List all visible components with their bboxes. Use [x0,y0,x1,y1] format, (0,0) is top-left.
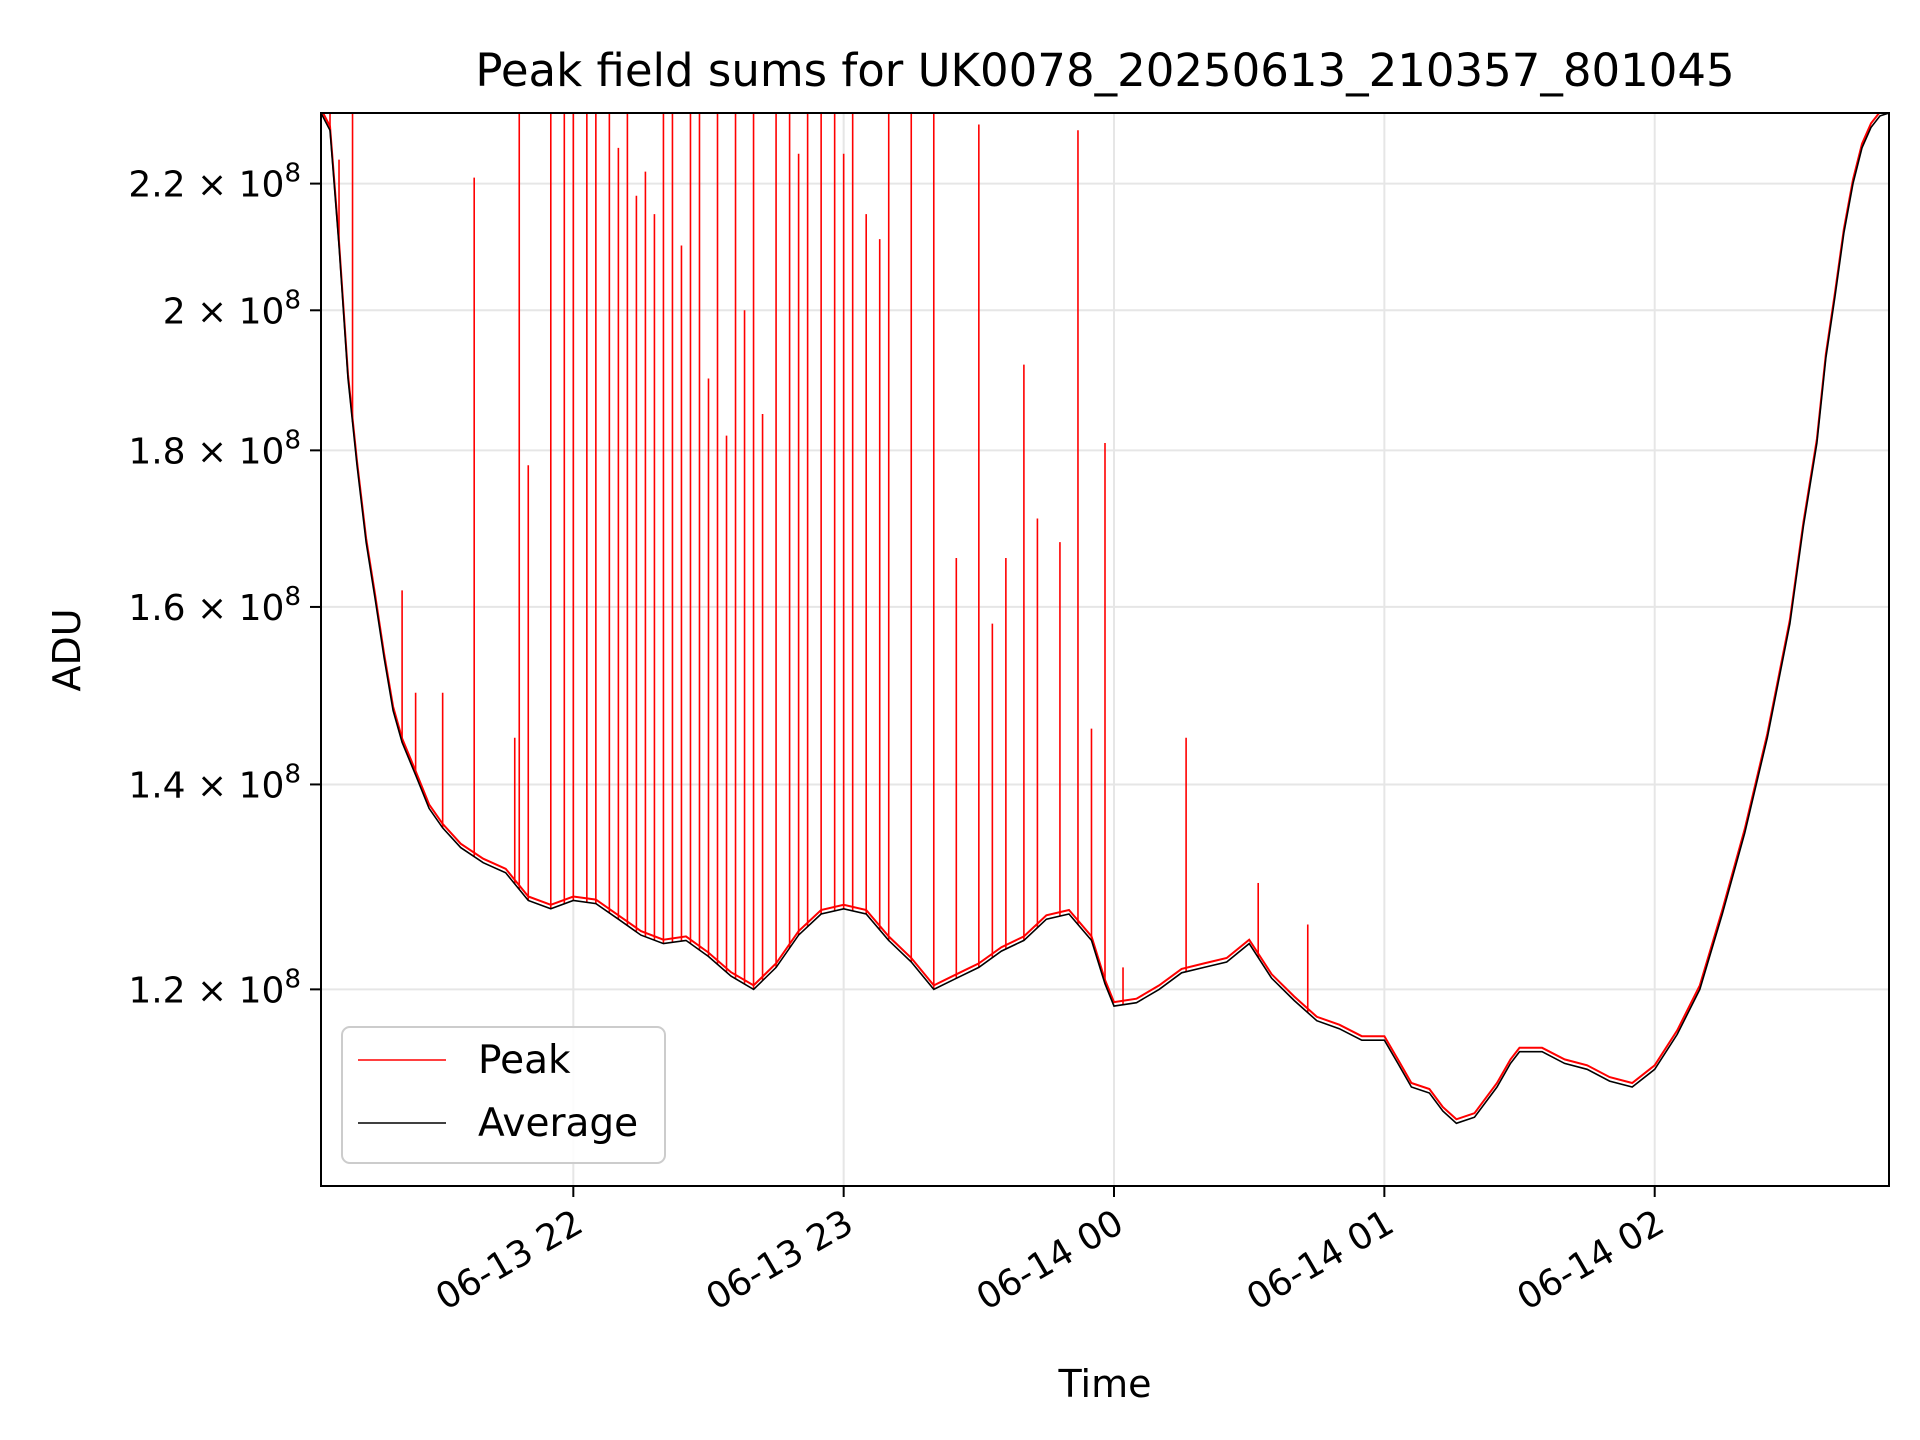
legend: Peak Average [341,1026,666,1164]
chart-title: Peak field sums for UK0078_20250613_2103… [475,44,1734,97]
y-tick-label: 1.6 × 108 [128,582,301,629]
x-axis-label: Time [1058,1362,1152,1406]
legend-average-label: Average [478,1101,638,1146]
y-tick-label: 1.4 × 108 [128,759,301,806]
legend-box [341,1026,666,1164]
y-tick-label: 1.2 × 108 [128,964,301,1011]
y-axis-label: ADU [45,608,89,691]
plot-frame [320,112,1890,1187]
plot-series [321,113,1889,1125]
average-series-line [321,113,1889,1125]
peak-series-line [321,113,1881,1121]
legend-peak-label: Peak [478,1038,571,1083]
y-tick-label: 1.8 × 108 [128,425,301,472]
y-tick-label: 2.2 × 108 [128,159,301,206]
y-tick-label: 2 × 108 [163,285,301,332]
plot-area [321,113,1889,1125]
